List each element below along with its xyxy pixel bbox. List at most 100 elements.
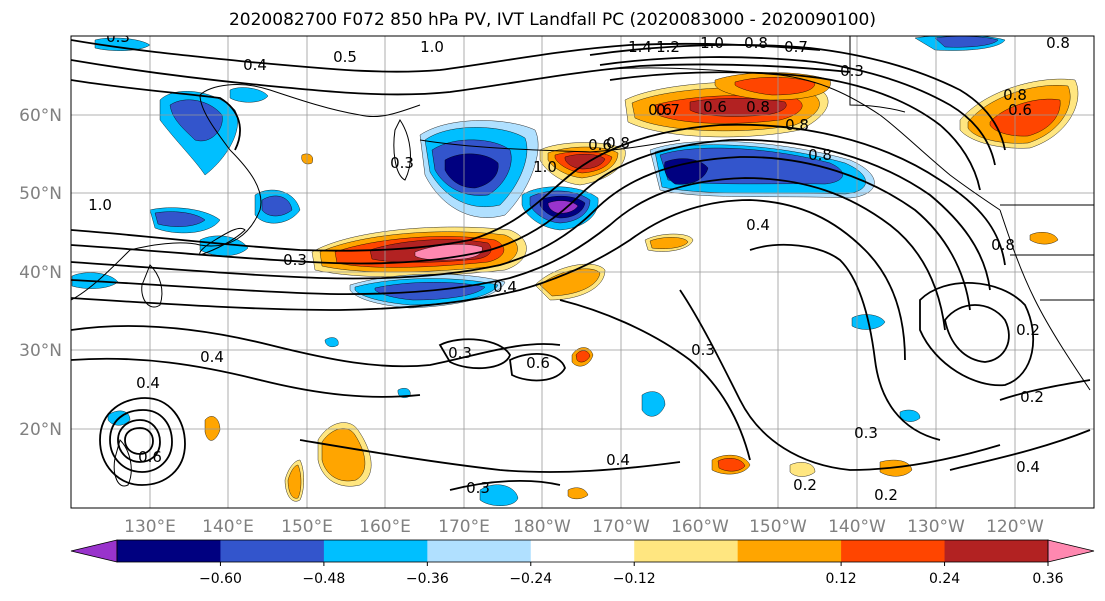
colorbar-min-arrow [70,539,118,563]
lat-label: 30°N [19,341,62,361]
shade-pos-32 [879,459,913,477]
lon-label: 140°W [828,517,886,537]
contour-4 [71,177,946,331]
shade-neg-14 [444,153,499,189]
contour-21 [449,479,561,491]
lon-labels: 130°E 140°E 150°E 160°E 170°E 180°W 170°W 160°W… [124,517,1044,537]
contour-tc-1 [117,419,161,463]
colorbar-tick-label: −0.24 [509,571,552,587]
colorbar-box [220,540,325,562]
colorbar-tick-label: −0.36 [406,571,449,587]
contour-6 [71,39,821,73]
ivt-contours [71,39,1091,491]
contour-label: 0.8 [991,236,1015,254]
shade-neg-2 [169,99,223,142]
contour-22 [749,243,941,441]
contour-label: 0.8 [1003,86,1027,104]
contour-label: 0.8 [785,116,809,134]
contour-16 [438,338,511,370]
contour-label: 0.4 [493,278,517,296]
shade-pos-33 [789,462,816,477]
colorbar-box [323,540,428,562]
contour-label: 0.7 [656,101,680,119]
contour-14 [71,325,561,368]
contour-label: 1.0 [88,196,112,214]
shade-pos-35 [567,487,589,500]
contour-8 [71,79,241,151]
shade-neg-28 [641,391,666,417]
contour-label: 0.4 [1016,458,1040,476]
contour-label: 0.6 [588,136,612,154]
lon-label: 170°E [438,517,490,537]
lon-label: 170°W [592,517,650,537]
coast-aleutians [419,139,681,153]
colorbar-box [841,540,946,562]
colorbar-box [530,540,635,562]
colorbar-tick-label: −0.12 [613,571,656,587]
colorbar-max-arrow [1047,539,1095,563]
contour-label: 0.6 [648,101,672,119]
contour-label: 0.6 [1008,101,1032,119]
colorbar-tick-label: −0.48 [302,571,345,587]
shade-neg-25 [664,158,709,185]
shade-neg-32 [899,409,921,422]
coast-korea [141,264,163,308]
contour-24 [999,379,1091,401]
contour-label: 0.6 [138,448,162,466]
lat-label: 20°N [19,420,62,440]
contour-2 [71,139,991,291]
contour-label: 0.2 [1020,388,1044,406]
contour-tc-4 [99,397,186,486]
contour-label: 0.5 [333,48,357,66]
contour-label: 0.3 [283,251,307,269]
contour-label: 0.4 [136,374,160,392]
shade-pos-34 [204,416,221,441]
shade-neg-3 [229,87,269,103]
plot-frame [70,35,1095,509]
shade-pos-23 [1029,232,1059,245]
shade-pos-27 [287,464,302,499]
contour-label: 0.2 [1016,321,1040,339]
contour-label: 0.4 [606,451,630,469]
contour-tc-2 [109,409,173,473]
coast-states [1010,254,1094,301]
contour-1 [71,123,1006,266]
colorbar-frame [116,539,1049,563]
lon-label: 150°E [281,517,333,537]
coast-philippines [113,439,132,487]
lon-label: 130°W [907,517,965,537]
coast-na-west [999,209,1091,391]
contour-10 [599,56,996,166]
contour-label: 0.4 [243,56,267,74]
contour-5 [71,199,906,361]
colorbar-box [427,540,532,562]
contour-23 [949,429,1091,471]
colorbar-box [634,540,739,562]
lon-label: 130°E [124,517,176,537]
contour-label: 0.6 [526,354,550,372]
colorbar: −0.60−0.48−0.36−0.24−0.120.120.240.360.4… [70,539,1095,587]
contour-tc-3 [124,427,154,455]
coast-asia [71,84,421,301]
contour-19 [679,289,1001,471]
shade-pos-13 [649,237,689,249]
lon-label: 160°W [671,517,729,537]
colorbar-tick-label: −0.60 [199,571,242,587]
contour-label: 0.3 [448,344,472,362]
contour-11 [609,71,981,191]
coast-kamchatka [393,119,411,181]
shade-pos-19 [734,77,816,96]
contour-label: 0.7 [784,38,808,56]
shade-neg-34 [324,337,339,347]
coastlines [71,36,1094,487]
lon-label: 120°W [986,517,1044,537]
contour-label: 0.8 [1046,34,1070,52]
contour-label: 1.0 [420,38,444,56]
pv-shading [71,36,1079,506]
lon-label: 180°W [513,517,571,537]
lat-label: 60°N [19,106,62,126]
contour-label: 0.8 [606,134,630,152]
contour-20 [299,439,681,473]
contour-label: 0.2 [793,476,817,494]
contour-label: 0.3 [691,341,715,359]
